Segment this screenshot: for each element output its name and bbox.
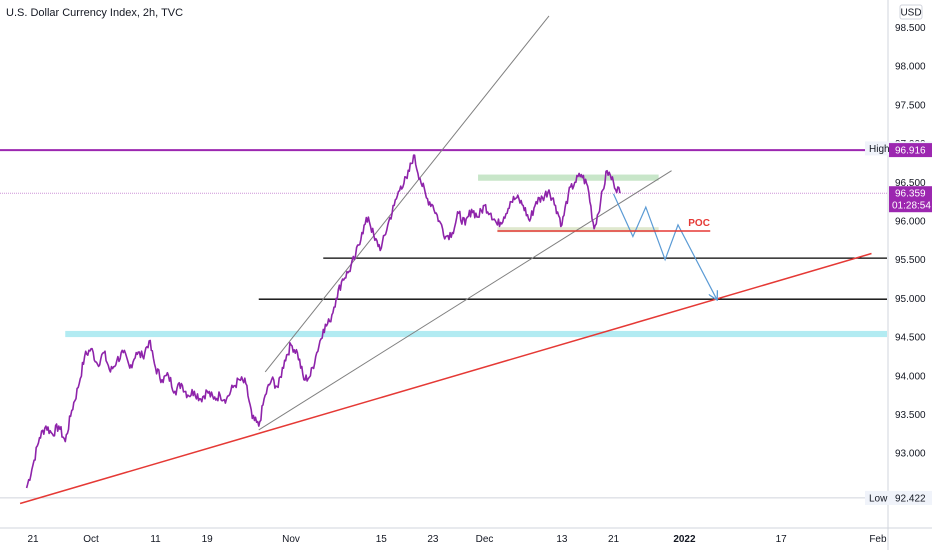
- currency-label: USD: [900, 8, 921, 19]
- bar-countdown: 01:28:54: [892, 201, 931, 212]
- rising-support-line[interactable]: [19, 252, 872, 505]
- resistance-zone: [478, 174, 659, 181]
- x-tick-label: 19: [202, 534, 214, 545]
- price-series-line: [25, 154, 621, 489]
- y-tick-label: 97.500: [895, 100, 926, 111]
- low-tag: [865, 490, 932, 505]
- poc-label: POC: [688, 218, 710, 229]
- x-tick-label: 21: [608, 534, 620, 545]
- y-tick-label: 95.000: [895, 294, 926, 305]
- projection-layer: [612, 193, 717, 299]
- x-tick-label: Feb: [869, 534, 887, 545]
- x-tick-label: Oct: [83, 534, 99, 545]
- y-tick-label: 93.500: [895, 410, 926, 421]
- zones-layer: [65, 174, 887, 338]
- high-line-value: 96.916: [895, 146, 926, 157]
- poc-layer: POC: [497, 218, 711, 232]
- low-value: 92.422: [895, 493, 926, 504]
- trendlines-layer: [19, 15, 872, 505]
- y-tick-label: 96.500: [895, 178, 926, 189]
- x-tick-label: Dec: [476, 534, 494, 545]
- y-tick-label: 94.500: [895, 333, 926, 344]
- upper-channel-line[interactable]: [264, 15, 550, 373]
- currency-box[interactable]: [899, 4, 923, 20]
- projection-path[interactable]: [612, 193, 717, 299]
- y-tick-label: 96.000: [895, 217, 926, 228]
- low-label: Low: [869, 493, 888, 504]
- y-tick-label: 98.500: [895, 23, 926, 34]
- last-price-value: 96.359: [895, 189, 926, 200]
- y-tick-label: 94.000: [895, 371, 926, 382]
- x-tick-label: 21: [27, 534, 39, 545]
- x-tick-label: Nov: [282, 534, 300, 545]
- series-layer: [25, 154, 621, 489]
- x-tick-label: 11: [150, 534, 161, 545]
- high-line-tag: [889, 143, 932, 158]
- y-tick-label: 93.000: [895, 449, 926, 460]
- x-tick-label: 23: [427, 534, 439, 545]
- x-tick-label: 17: [776, 534, 788, 545]
- last-price-tag: [889, 186, 932, 213]
- levels-layer: [0, 149, 887, 499]
- x-tick-label: 13: [556, 534, 568, 545]
- x-tick-label: 15: [376, 534, 388, 545]
- y-tick-label: 95.500: [895, 255, 926, 266]
- chart-title: U.S. Dollar Currency Index, 2h, TVC: [6, 7, 184, 19]
- y-axis-panel[interactable]: [888, 0, 932, 550]
- x-tick-label: 2022: [673, 534, 696, 545]
- high-label: High: [869, 144, 890, 155]
- support-zone: [65, 330, 887, 338]
- y-tick-label: 98.000: [895, 62, 926, 73]
- lower-channel-line[interactable]: [258, 170, 672, 431]
